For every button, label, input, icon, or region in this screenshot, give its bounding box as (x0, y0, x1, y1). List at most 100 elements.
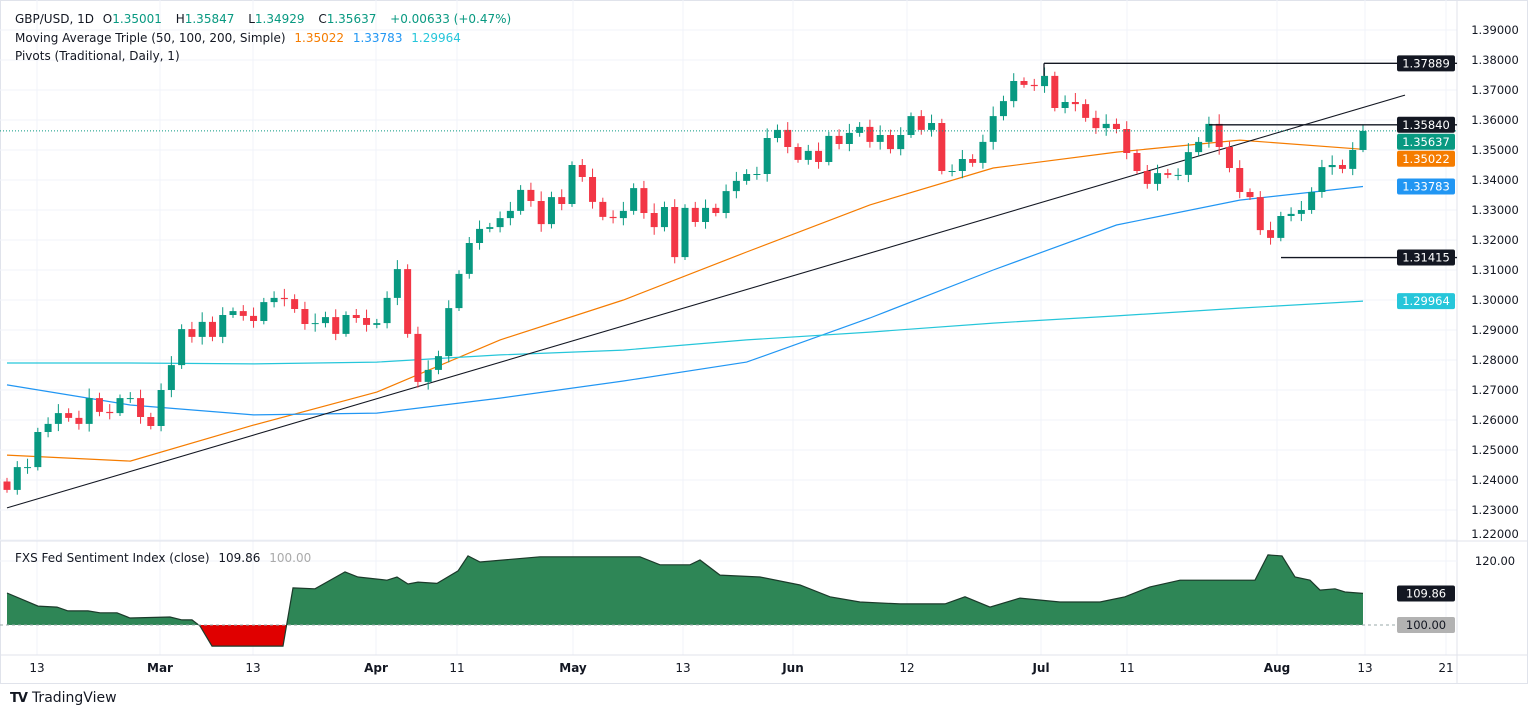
pivots-legend[interactable]: Pivots (Traditional, Daily, 1) (15, 49, 185, 63)
y-tick-label: 1.35000 (1471, 143, 1519, 157)
candle-body (671, 207, 679, 258)
candle-body (825, 135, 833, 162)
candle-body (897, 135, 905, 150)
x-tick-label: 13 (675, 661, 690, 675)
y-tick-label: 1.28000 (1471, 353, 1519, 367)
candle-body (1338, 165, 1346, 169)
y-tick-label: 1.22000 (1471, 527, 1519, 541)
ma-legend[interactable]: Moving Average Triple (50, 100, 200, Sim… (15, 31, 466, 45)
candle-body (1359, 130, 1367, 150)
candle-body (219, 315, 227, 337)
candle-body (13, 467, 21, 490)
candle-body (1328, 165, 1336, 168)
close-value: 1.35637 (326, 12, 377, 26)
candle-body (845, 132, 853, 144)
sentiment-line (6, 554, 1364, 647)
candle-body (856, 126, 864, 133)
candle-body (352, 315, 360, 318)
ma-line-0 (6, 139, 1364, 462)
candle-body (907, 116, 915, 135)
candle-body (568, 165, 576, 204)
candle-body (969, 159, 977, 163)
candles (3, 67, 1367, 495)
ohlc-open: O1.35001 (103, 12, 167, 26)
symbol-title: GBP/USD, 1D (15, 12, 94, 26)
candle-body (1195, 141, 1203, 153)
candle-body (1061, 102, 1069, 108)
candle-body (445, 308, 453, 357)
candle-body (342, 315, 350, 334)
candle-body (486, 227, 494, 229)
candle-body (958, 159, 966, 171)
y-tick-label: 1.29000 (1471, 323, 1519, 337)
candle-body (1318, 167, 1326, 192)
price-badge-bg (1397, 55, 1455, 72)
candle-body (928, 123, 936, 130)
candle-body (126, 398, 134, 400)
candle-body (229, 311, 237, 315)
candle-body (989, 116, 997, 142)
candle-body (24, 467, 32, 469)
candle-body (198, 321, 206, 337)
candle-body (917, 116, 925, 130)
candle-body (886, 135, 894, 150)
candle-body (773, 129, 781, 138)
candle-body (1184, 152, 1192, 175)
x-tick-label: 13 (245, 661, 260, 675)
x-tick-label: 12 (899, 661, 914, 675)
symbol-legend: GBP/USD, 1D O1.35001 H1.35847 L1.34929 C… (15, 12, 516, 26)
candle-body (1174, 174, 1182, 176)
chart-frame (0, 0, 1528, 684)
x-tick-label: 21 (1438, 661, 1453, 675)
tradingview-logo[interactable]: TV TradingView (10, 690, 117, 706)
y-tick-label: 1.33000 (1471, 203, 1519, 217)
candle-body (681, 207, 689, 258)
x-tick-label: 13 (1357, 661, 1372, 675)
candle-body (239, 311, 247, 316)
x-tick-label: 11 (449, 661, 464, 675)
y-tick-label: 1.30000 (1471, 293, 1519, 307)
candle-body (866, 126, 874, 142)
candle-body (732, 180, 740, 192)
candle-body (804, 150, 812, 160)
candle-body (815, 150, 823, 162)
candle-body (34, 432, 42, 468)
candle-body (1123, 129, 1131, 153)
ohlc-high: H1.35847 (176, 12, 240, 26)
x-tick-label: 13 (29, 661, 44, 675)
candle-body (496, 218, 504, 228)
y-tick-label: 1.25000 (1471, 443, 1519, 457)
candle-body (260, 302, 268, 321)
candle-body (660, 207, 668, 228)
candle-body (1082, 104, 1090, 118)
candle-body (702, 207, 710, 222)
candle-body (722, 191, 730, 213)
candle-body (558, 197, 566, 204)
candle-body (1236, 168, 1244, 192)
candle-body (414, 333, 422, 382)
candle-body (979, 141, 987, 163)
candle-body (434, 356, 442, 370)
candle-body (1143, 171, 1151, 184)
x-tick-label: Jul (1031, 661, 1049, 675)
close-label: C (318, 12, 327, 26)
candle-body (1256, 197, 1264, 231)
candle-body (363, 318, 371, 325)
candle-body (65, 413, 73, 418)
sentiment-legend[interactable]: FXS Fed Sentiment Index (close) 109.86 1… (15, 551, 316, 565)
candle-body (517, 189, 525, 211)
candle-body (691, 207, 699, 222)
low-value: 1.34929 (254, 12, 305, 26)
candle-body (650, 213, 658, 228)
candle-body (640, 188, 648, 213)
sentiment-title: FXS Fed Sentiment Index (close) (15, 551, 210, 565)
candle-body (476, 228, 484, 243)
candle-body (373, 323, 381, 325)
price-badge: 1.35637 (1402, 135, 1450, 149)
sentiment-badge-bg (1397, 585, 1455, 602)
price-badge-bg (1397, 249, 1455, 266)
candle-body (1308, 192, 1316, 210)
candle-body (321, 317, 329, 324)
price-badge-bg (1397, 116, 1455, 133)
